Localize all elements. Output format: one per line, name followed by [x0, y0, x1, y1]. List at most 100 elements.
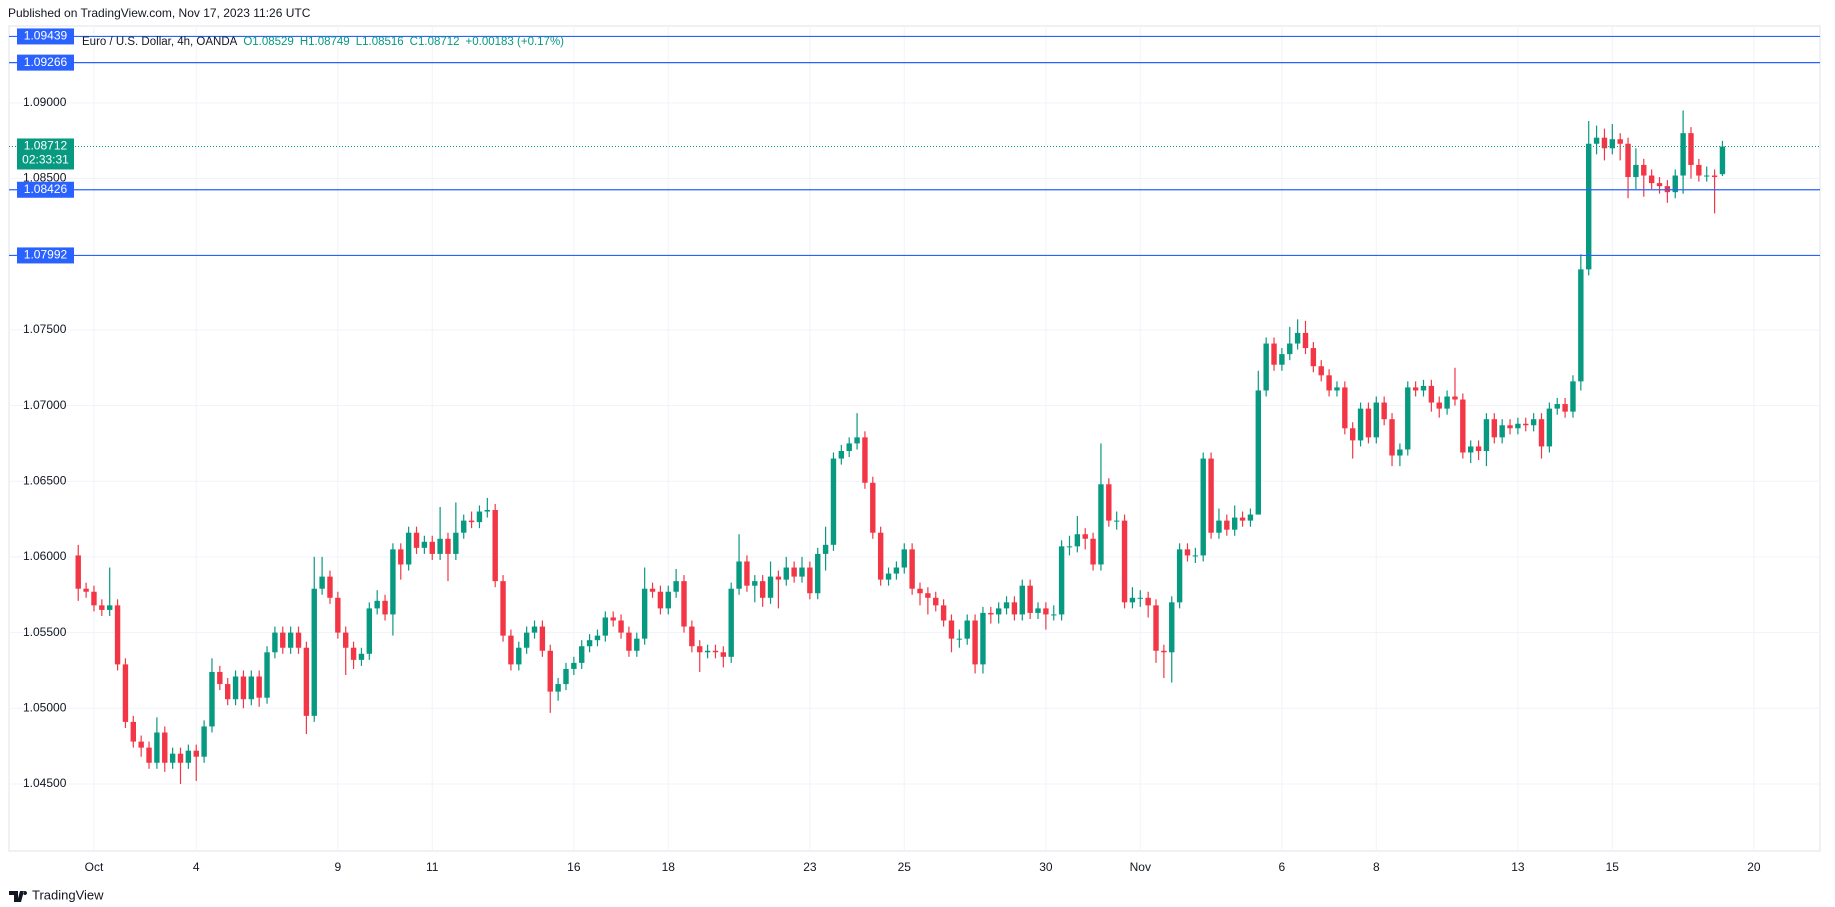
candle-body	[193, 750, 199, 757]
candle-body	[1342, 387, 1348, 429]
candle-body	[744, 561, 750, 586]
y-tick-label: 1.05000	[23, 700, 67, 714]
x-tick-label: 9	[334, 860, 341, 874]
published-note: Published on TradingView.com, Nov 17, 20…	[8, 6, 311, 20]
candle-body	[429, 541, 435, 554]
brand: TradingView	[32, 887, 104, 902]
candle-body	[846, 443, 852, 451]
candle-body	[437, 538, 443, 554]
candle-body	[854, 437, 860, 444]
candle-body	[1672, 175, 1678, 193]
candle-body	[956, 638, 963, 640]
candle-body	[822, 544, 829, 554]
candle-body	[272, 632, 278, 653]
candle-body	[563, 668, 569, 685]
candle-body	[1688, 133, 1694, 165]
candle-body	[1066, 546, 1073, 548]
price-line-tag	[17, 247, 74, 264]
candle-body	[232, 676, 239, 700]
x-tick-label: 4	[193, 860, 200, 874]
candle-body	[1562, 404, 1568, 412]
candle-body	[1011, 602, 1018, 615]
candle-body	[468, 520, 475, 523]
candle-body	[1019, 585, 1025, 615]
candle-body	[256, 676, 262, 698]
candle-body	[1287, 343, 1293, 355]
candle-body	[1318, 366, 1324, 376]
candle-body	[327, 576, 333, 598]
candle-body	[240, 676, 247, 700]
candle-body	[390, 549, 396, 615]
last-price-tag	[17, 138, 74, 170]
candle-body	[712, 650, 719, 653]
candle-body	[1043, 608, 1049, 615]
candle-body	[516, 647, 522, 665]
y-tick-label: 1.04500	[23, 776, 67, 790]
candle-body	[964, 620, 970, 639]
candle-body	[618, 620, 624, 633]
candle-body	[665, 591, 671, 609]
candle-body	[138, 741, 144, 748]
candle-body	[1546, 408, 1553, 447]
candle-body	[1231, 517, 1238, 530]
candle-body	[1121, 520, 1128, 603]
candle-body	[1491, 419, 1498, 438]
candle-body	[366, 608, 373, 654]
candle-body	[1184, 549, 1191, 556]
legend-value: +0.00183 (+0.17%)	[466, 36, 565, 48]
plot-frame	[8, 25, 1821, 852]
candle-body	[508, 635, 514, 665]
candle-body	[767, 576, 774, 598]
candle-body	[610, 617, 616, 621]
candle-body	[783, 567, 789, 580]
candle-body	[579, 646, 585, 663]
candle-body	[461, 520, 467, 533]
candle-body	[1051, 614, 1057, 616]
candle-body	[681, 581, 687, 627]
candle-body	[1208, 458, 1214, 533]
candle-body	[1633, 164, 1639, 178]
candle-body	[1586, 143, 1592, 270]
candle-body	[1145, 597, 1151, 606]
candle-body	[358, 653, 365, 660]
candle-body	[476, 511, 483, 523]
candle-body	[1310, 348, 1317, 367]
candle-body	[1711, 175, 1718, 178]
candle-body	[523, 632, 530, 648]
candle-body	[673, 581, 679, 592]
candle-body	[1239, 517, 1246, 521]
candle-body	[1074, 534, 1081, 547]
candle-body	[1035, 608, 1041, 613]
candle-body	[1601, 137, 1608, 149]
candle-body	[752, 581, 758, 586]
candle-body	[1255, 390, 1261, 515]
candle-body	[870, 482, 876, 533]
y-tick-label: 1.06500	[23, 473, 67, 487]
candle-body	[838, 450, 845, 459]
candle-body	[1082, 534, 1088, 539]
candle-body	[571, 662, 577, 669]
candle-body	[948, 620, 955, 639]
candle-body	[586, 640, 593, 647]
candle-body	[1523, 423, 1529, 426]
candle-body	[626, 632, 632, 651]
candle-body	[303, 647, 310, 716]
candle-body	[909, 549, 915, 589]
candle-body	[382, 600, 388, 615]
candle-body	[759, 581, 766, 598]
price-line-tag	[17, 54, 74, 71]
candle-body	[799, 567, 805, 577]
candle-body	[933, 597, 939, 606]
candle-body	[1302, 332, 1309, 349]
candle-body	[1326, 375, 1332, 391]
x-tick-label: 15	[1606, 860, 1620, 874]
candle-body	[901, 549, 907, 568]
candle-body	[1271, 343, 1277, 365]
candle-body	[335, 597, 341, 633]
x-tick-label: 20	[1747, 860, 1761, 874]
x-tick-label: 25	[898, 860, 912, 874]
legend-value: C1.08712	[410, 36, 460, 48]
candle-body	[201, 726, 207, 757]
candle-body	[1507, 425, 1513, 429]
